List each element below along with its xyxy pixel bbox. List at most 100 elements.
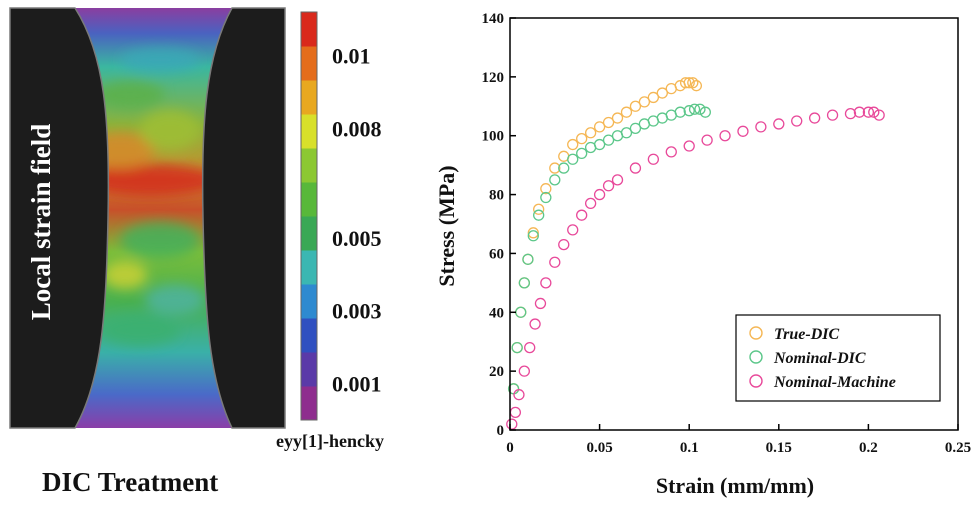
dic-treatment-label: DIC Treatment xyxy=(42,467,218,497)
legend-label: Nominal-Machine xyxy=(773,374,896,391)
dic-image-svg: 0.01 0.008 0.005 0.003 0.001 Local strain fi… xyxy=(9,7,384,497)
data-point xyxy=(868,106,880,118)
dic-strain-panel: 0.01 0.008 0.005 0.003 0.001 Local strain fi… xyxy=(0,0,420,509)
colorbar-segment xyxy=(301,114,317,149)
data-point xyxy=(602,134,615,146)
data-point xyxy=(808,112,821,124)
data-point xyxy=(699,106,711,118)
data-point xyxy=(853,106,866,118)
x-tick-label: 0.15 xyxy=(766,440,792,456)
y-axis-label: Stress (MPa) xyxy=(434,165,459,286)
data-point xyxy=(549,256,561,268)
y-tick-label: 60 xyxy=(489,246,504,262)
colorbar-segment xyxy=(301,46,317,81)
legend-box xyxy=(735,314,941,402)
data-point xyxy=(737,125,749,137)
data-point xyxy=(791,115,803,127)
data-point xyxy=(773,118,785,130)
data-point xyxy=(515,306,527,318)
data-point xyxy=(873,109,885,121)
y-tick-label: 140 xyxy=(482,11,505,27)
data-point xyxy=(593,138,606,151)
data-point xyxy=(540,277,552,289)
x-tick-label: 0.2 xyxy=(859,440,878,456)
colorbar-segment xyxy=(301,12,317,47)
data-point xyxy=(826,109,839,121)
colorbar-border xyxy=(300,11,318,421)
plot-frame xyxy=(509,17,959,431)
data-point xyxy=(629,122,642,135)
data-point xyxy=(683,105,695,117)
y-tick-label: 40 xyxy=(489,305,504,321)
colorbar-tick-label: 0.008 xyxy=(332,117,382,142)
colorbar-segment xyxy=(301,250,317,285)
data-point xyxy=(656,87,668,99)
colorbar-tick-label: 0.003 xyxy=(332,299,382,324)
data-point xyxy=(683,77,695,89)
legend: True-DIC Nominal-DIC Nominal-Machine xyxy=(735,314,941,402)
data-point xyxy=(549,174,561,186)
data-point xyxy=(567,138,579,151)
data-point xyxy=(509,406,522,418)
data-point xyxy=(701,134,713,146)
data-point xyxy=(567,224,579,236)
colorbar-tick-label: 0.01 xyxy=(332,44,371,69)
data-point xyxy=(629,162,642,174)
data-point xyxy=(593,188,606,201)
colorbar-title: eyy[1]-hencky xyxy=(276,431,384,451)
stress-strain-plot: 0 0.05 0.1 0.15 0.2 0.25 0 20 40 60 80 100 120 140 St… xyxy=(420,0,980,509)
data-point xyxy=(529,318,541,330)
data-point xyxy=(694,103,706,115)
legend-label: Nominal-DIC xyxy=(773,350,866,367)
data-point xyxy=(755,121,767,133)
data-point xyxy=(527,230,539,242)
legend-marker xyxy=(749,350,763,364)
data-point xyxy=(719,130,731,142)
local-strain-field-label: Local strain field xyxy=(26,124,56,321)
data-point xyxy=(620,127,633,139)
data-point xyxy=(629,100,642,112)
data-point xyxy=(513,389,525,401)
data-point xyxy=(518,277,530,289)
data-point xyxy=(862,106,875,118)
data-point xyxy=(558,162,570,174)
right-grip xyxy=(201,7,286,429)
data-point xyxy=(567,153,579,165)
data-point xyxy=(687,77,699,89)
data-point xyxy=(576,209,588,221)
data-point xyxy=(540,191,552,204)
data-point xyxy=(511,341,523,354)
data-point xyxy=(549,162,561,174)
data-point xyxy=(844,107,857,120)
data-point xyxy=(611,174,624,186)
x-axis-label: Strain (mm/mm) xyxy=(656,473,814,498)
data-point xyxy=(602,180,615,192)
x-tick-label: 0.1 xyxy=(680,440,699,456)
colorbar-segment xyxy=(301,284,317,319)
data-point xyxy=(576,133,588,145)
colorbar-segment xyxy=(301,80,317,115)
y-tick-label: 0 xyxy=(497,423,505,439)
data-point xyxy=(576,147,588,160)
data-point xyxy=(638,96,651,108)
colorbar-segment xyxy=(301,318,317,353)
data-point xyxy=(527,227,539,239)
data-point xyxy=(584,127,597,139)
data-point xyxy=(688,103,701,115)
data-point xyxy=(506,418,518,430)
data-point xyxy=(584,197,597,210)
data-point xyxy=(679,77,692,89)
data-point xyxy=(534,297,547,310)
data-point xyxy=(558,238,570,251)
data-point xyxy=(647,91,660,104)
data-point xyxy=(522,253,534,265)
x-tick-label: 0 xyxy=(506,440,514,456)
colorbar-tick-label: 0.001 xyxy=(332,372,382,397)
series-nominal-dic xyxy=(507,103,711,395)
data-point xyxy=(620,106,633,118)
data-point xyxy=(533,209,545,221)
data-point xyxy=(602,116,615,129)
y-tick-label: 100 xyxy=(482,129,505,145)
data-point xyxy=(674,106,686,118)
legend-label: True-DIC xyxy=(774,326,840,343)
